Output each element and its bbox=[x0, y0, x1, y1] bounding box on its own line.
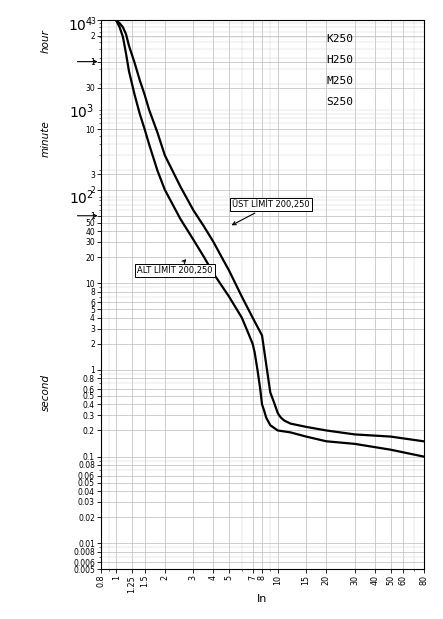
Text: minute: minute bbox=[41, 120, 51, 157]
Text: hour: hour bbox=[41, 29, 51, 53]
Text: second: second bbox=[41, 374, 51, 411]
Text: K250: K250 bbox=[326, 34, 354, 44]
Text: H250: H250 bbox=[326, 55, 354, 65]
X-axis label: In: In bbox=[257, 594, 267, 604]
Text: ÜST LİMİT 200,250: ÜST LİMİT 200,250 bbox=[232, 201, 309, 225]
Text: M250: M250 bbox=[326, 76, 354, 86]
Text: S250: S250 bbox=[326, 97, 354, 106]
Text: ALT LİMİT 200,250: ALT LİMİT 200,250 bbox=[137, 260, 213, 275]
